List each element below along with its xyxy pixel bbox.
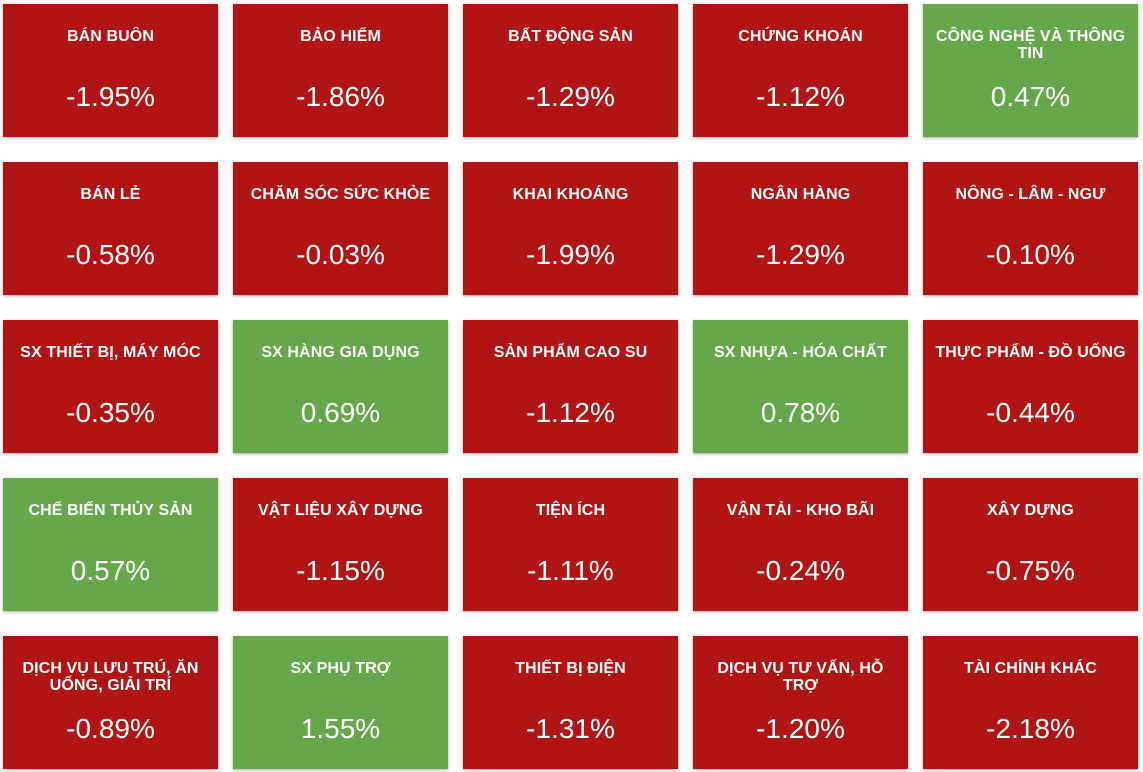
sector-name: XÂY DỰNG bbox=[987, 502, 1074, 519]
sector-name: DỊCH VỤ TƯ VẤN, HỖ TRỢ bbox=[717, 660, 884, 694]
sector-name: CHỨNG KHOÁN bbox=[738, 28, 863, 45]
sector-name: VẬT LIỆU XÂY DỰNG bbox=[258, 502, 423, 519]
sector-name: TÀI CHÍNH KHÁC bbox=[964, 660, 1097, 677]
sector-change-value: -1.20% bbox=[756, 713, 845, 744]
sector-name: CHẾ BIẾN THỦY SẢN bbox=[28, 502, 193, 519]
sector-change-value: -1.11% bbox=[527, 555, 614, 586]
sector-change-value: 0.69% bbox=[300, 397, 381, 428]
sector-change-value: -1.99% bbox=[526, 239, 615, 270]
sector-change-value: -1.95% bbox=[66, 81, 155, 112]
sector-change-value: -1.29% bbox=[526, 81, 615, 112]
sector-name: KHAI KHOÁNG bbox=[512, 186, 629, 203]
sector-change-value: -0.10% bbox=[986, 239, 1075, 270]
sector-tile[interactable]: SX HÀNG GIA DỤNG 0.69% bbox=[233, 320, 448, 453]
sector-name: BẢO HIỂM bbox=[300, 28, 381, 45]
sector-change-value: -1.29% bbox=[756, 239, 845, 270]
sector-change-value: -0.75% bbox=[986, 555, 1075, 586]
sector-change-value: 0.47% bbox=[990, 81, 1071, 112]
sector-change-value: -0.24% bbox=[756, 555, 845, 586]
sector-tile[interactable]: THIẾT BỊ ĐIỆN -1.31% bbox=[463, 636, 678, 769]
sector-tile[interactable]: SX PHỤ TRỢ 1.55% bbox=[233, 636, 448, 769]
sector-change-value: -0.44% bbox=[986, 397, 1075, 428]
sector-tile[interactable]: CHỨNG KHOÁN -1.12% bbox=[693, 4, 908, 137]
sector-tile[interactable]: XÂY DỰNG -0.75% bbox=[923, 478, 1138, 611]
sector-change-value: 0.57% bbox=[70, 555, 151, 586]
sector-name: THỰC PHẨM - ĐỒ UỐNG bbox=[935, 344, 1126, 361]
sector-name: DỊCH VỤ LƯU TRÚ, ĂN UỐNG, GIẢI TRÍ bbox=[22, 660, 199, 694]
sector-tile[interactable]: BÁN LẺ -0.58% bbox=[3, 162, 218, 295]
sector-tile[interactable]: SX NHỰA - HÓA CHẤT 0.78% bbox=[693, 320, 908, 453]
sector-name: SX PHỤ TRỢ bbox=[290, 660, 391, 677]
sector-change-value: -1.31% bbox=[526, 713, 615, 744]
sector-change-value: 0.78% bbox=[760, 397, 841, 428]
sector-name: NÔNG - LÂM - NGƯ bbox=[955, 186, 1106, 203]
sector-change-value: -1.12% bbox=[756, 81, 845, 112]
sector-tile[interactable]: BẢO HIỂM -1.86% bbox=[233, 4, 448, 137]
sector-name: CÔNG NGHỆ VÀ THÔNG TIN bbox=[935, 28, 1126, 62]
sector-change-value: -0.58% bbox=[66, 239, 155, 270]
sector-tile[interactable]: TÀI CHÍNH KHÁC -2.18% bbox=[923, 636, 1138, 769]
sector-tile[interactable]: BÁN BUÔN -1.95% bbox=[3, 4, 218, 137]
sector-name: SX HÀNG GIA DỤNG bbox=[261, 344, 420, 361]
sector-name: SẢN PHẨM CAO SU bbox=[493, 344, 648, 361]
sector-tile[interactable]: CHẾ BIẾN THỦY SẢN 0.57% bbox=[3, 478, 218, 611]
sector-tile[interactable]: DỊCH VỤ TƯ VẤN, HỖ TRỢ -1.20% bbox=[693, 636, 908, 769]
sector-name: BÁN LẺ bbox=[80, 186, 141, 203]
sector-change-value: 1.55% bbox=[300, 713, 381, 744]
sector-change-value: -1.12% bbox=[526, 397, 615, 428]
sector-tile[interactable]: SX THIẾT BỊ, MÁY MÓC -0.35% bbox=[3, 320, 218, 453]
sector-tile[interactable]: NÔNG - LÂM - NGƯ -0.10% bbox=[923, 162, 1138, 295]
sector-tile[interactable]: CHĂM SÓC SỨC KHỎE -0.03% bbox=[233, 162, 448, 295]
sector-name: NGÂN HÀNG bbox=[750, 186, 851, 203]
sector-name: SX NHỰA - HÓA CHẤT bbox=[714, 344, 887, 361]
sector-name: TIỆN ÍCH bbox=[535, 502, 606, 519]
sector-change-value: -1.15% bbox=[296, 555, 385, 586]
sector-tile[interactable]: SẢN PHẨM CAO SU -1.12% bbox=[463, 320, 678, 453]
sector-name: THIẾT BỊ ĐIỆN bbox=[515, 660, 626, 677]
sector-tile[interactable]: CÔNG NGHỆ VÀ THÔNG TIN 0.47% bbox=[923, 4, 1138, 137]
sector-tile[interactable]: NGÂN HÀNG -1.29% bbox=[693, 162, 908, 295]
sector-change-value: -0.35% bbox=[66, 397, 155, 428]
sector-name: CHĂM SÓC SỨC KHỎE bbox=[250, 186, 431, 203]
sector-change-value: -0.03% bbox=[296, 239, 385, 270]
sector-name: BẤT ĐỘNG SẢN bbox=[508, 28, 633, 45]
sector-tile[interactable]: THỰC PHẨM - ĐỒ UỐNG -0.44% bbox=[923, 320, 1138, 453]
sector-change-value: -0.89% bbox=[66, 713, 155, 744]
sector-tile[interactable]: DỊCH VỤ LƯU TRÚ, ĂN UỐNG, GIẢI TRÍ -0.89% bbox=[3, 636, 218, 769]
sector-name: VẬN TẢI - KHO BÃI bbox=[726, 502, 875, 519]
sector-tile[interactable]: BẤT ĐỘNG SẢN -1.29% bbox=[463, 4, 678, 137]
sector-name: BÁN BUÔN bbox=[66, 28, 155, 45]
sector-name: SX THIẾT BỊ, MÁY MÓC bbox=[20, 344, 201, 361]
sector-tile[interactable]: VẬT LIỆU XÂY DỰNG -1.15% bbox=[233, 478, 448, 611]
sector-tile[interactable]: TIỆN ÍCH -1.11% bbox=[463, 478, 678, 611]
sector-tile[interactable]: VẬN TẢI - KHO BÃI -0.24% bbox=[693, 478, 908, 611]
sector-tile[interactable]: KHAI KHOÁNG -1.99% bbox=[463, 162, 678, 295]
sector-change-value: -1.86% bbox=[296, 81, 385, 112]
sector-change-value: -2.18% bbox=[986, 713, 1075, 744]
